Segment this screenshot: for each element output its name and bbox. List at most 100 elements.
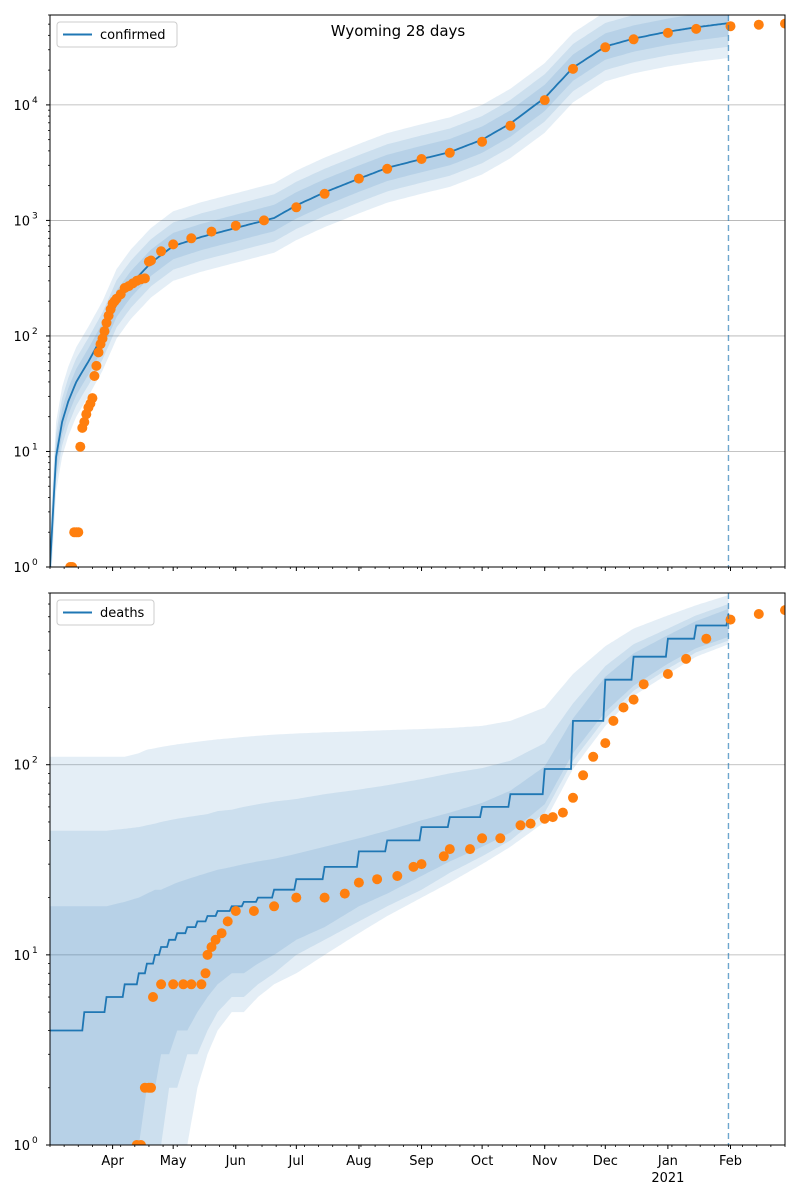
legend-label-deaths: deaths [100, 606, 145, 621]
observed-point [146, 1082, 156, 1093]
observed-point [186, 233, 197, 244]
y-tick-label-base: 10 [13, 445, 30, 460]
legend-box [56, 599, 155, 626]
observed-point [206, 226, 217, 237]
x-tick-label-dec: Dec [593, 1154, 618, 1169]
observed-point [230, 906, 241, 916]
observed-point [638, 679, 649, 690]
observed-point [477, 833, 488, 844]
observed-point [618, 702, 629, 713]
observed-point [222, 916, 233, 927]
observed-point [628, 34, 639, 45]
observed-point [146, 255, 156, 266]
observed-point [79, 417, 90, 427]
y-tick-label-base: 10 [13, 99, 30, 114]
x-year-label: 2021 [651, 1171, 684, 1186]
plot-area [50, 595, 785, 1145]
observed-point [319, 892, 330, 903]
observed-point [269, 901, 280, 912]
observed-point [216, 928, 227, 939]
observed-point [628, 694, 639, 705]
observed-point [67, 562, 78, 567]
observed-point [392, 871, 403, 881]
observed-point [753, 19, 764, 30]
observed-point [210, 934, 221, 945]
confidence-band-1 [50, 604, 729, 1145]
observed-point [91, 360, 102, 371]
observed-point [319, 188, 330, 199]
observed-point [465, 844, 475, 855]
observed-point [681, 653, 692, 664]
observed-point [178, 979, 189, 990]
observed-point [87, 393, 98, 404]
observed-point [156, 246, 167, 257]
observed-point [186, 979, 197, 990]
observed-point [382, 163, 393, 174]
observed-point [725, 614, 736, 625]
observed-point [780, 605, 785, 616]
y-tick-label-exponent: 0 [32, 558, 38, 568]
observed-point [525, 818, 536, 829]
observed-point [291, 202, 302, 213]
observed-point [568, 63, 578, 74]
observed-point [200, 968, 211, 979]
observed-point [725, 21, 736, 32]
observed-point [196, 979, 207, 990]
observed-point [168, 979, 179, 990]
observed-point [701, 633, 712, 644]
y-tick-label-exponent: 2 [32, 327, 38, 337]
y-tick-label-base: 10 [13, 1139, 30, 1154]
observed-point [230, 220, 241, 231]
observed-point [568, 792, 578, 803]
x-tick-label-jan: Jan [657, 1154, 678, 1169]
observed-point [477, 136, 488, 147]
observed-point [89, 371, 100, 381]
observed-point [408, 861, 419, 872]
observed-point [291, 892, 302, 903]
observed-point [93, 347, 104, 358]
x-tick-label-oct: Oct [471, 1154, 493, 1169]
observed-point [444, 844, 455, 855]
observed-point [578, 770, 589, 781]
observed-point [539, 813, 550, 824]
observed-point [444, 147, 455, 158]
y-tick-label-exponent: 1 [32, 442, 38, 452]
observed-point [600, 738, 611, 749]
observed-point [202, 949, 213, 960]
x-tick-label-feb: Feb [719, 1154, 742, 1169]
observed-point [168, 239, 179, 250]
x-tick-label-jul: Jul [288, 1154, 305, 1169]
x-tick-label-sep: Sep [409, 1154, 434, 1169]
y-tick-label-exponent: 3 [32, 211, 38, 221]
observed-point [438, 851, 449, 862]
observed-point [156, 979, 167, 990]
observed-point [691, 23, 702, 34]
y-tick-label-exponent: 4 [32, 96, 38, 106]
observed-point [353, 877, 364, 888]
observed-point [515, 820, 526, 831]
observed-point [588, 751, 599, 762]
observed-point [416, 859, 427, 870]
observed-point [608, 715, 619, 726]
observed-point [753, 609, 764, 619]
observed-point [662, 27, 673, 38]
y-tick-label-exponent: 1 [32, 946, 38, 956]
y-tick-label-base: 10 [13, 214, 30, 229]
y-tick-label-base: 10 [13, 330, 30, 345]
y-tick-label-exponent: 0 [32, 1136, 38, 1146]
x-tick-label-may: May [160, 1154, 187, 1169]
deaths-legend: deaths [56, 599, 155, 626]
observed-point [600, 42, 611, 53]
observed-point [495, 833, 506, 844]
x-tick-label-jun: Jun [225, 1154, 246, 1169]
y-tick-label-base: 10 [13, 759, 30, 774]
observed-point [75, 441, 86, 452]
observed-point [353, 173, 364, 184]
y-tick-label-base: 10 [13, 561, 30, 576]
observed-point [372, 874, 383, 885]
observed-point [73, 527, 84, 538]
observed-point [557, 807, 568, 818]
